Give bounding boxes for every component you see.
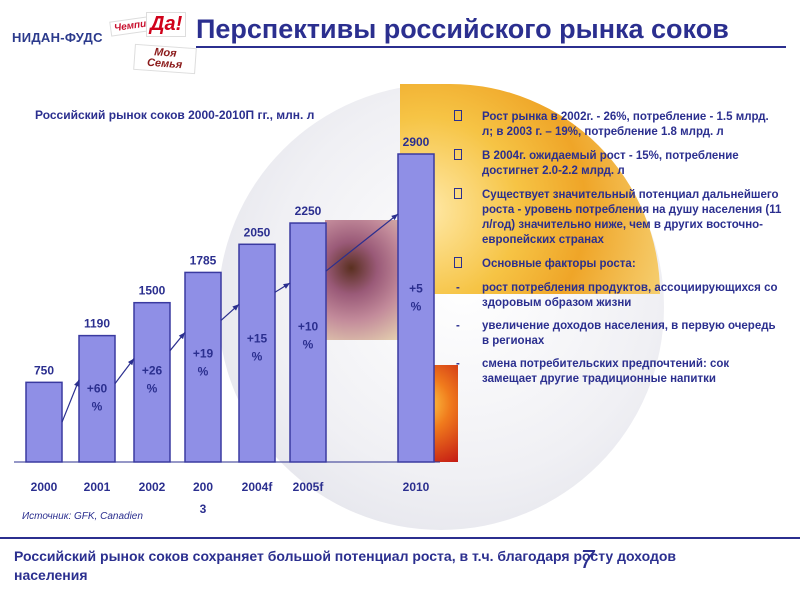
da-logo: Да! bbox=[146, 12, 187, 37]
growth-label-unit: % bbox=[198, 365, 209, 379]
growth-label-unit: % bbox=[411, 300, 422, 314]
bullet-marker bbox=[454, 110, 462, 121]
title-divider bbox=[196, 46, 786, 48]
page-title: Перспективы российского рынка соков bbox=[196, 14, 729, 44]
growth-arrow-head bbox=[283, 283, 290, 289]
bar-value-label: 1785 bbox=[190, 253, 217, 267]
growth-label: +15 bbox=[247, 331, 268, 345]
subbullet-text: смена потребительских предпочтений: сок … bbox=[482, 358, 730, 385]
growth-arrow-head bbox=[127, 358, 134, 366]
growth-label-unit: % bbox=[92, 399, 103, 413]
bullet-text: Рост рынка в 2002г. - 26%, потребление -… bbox=[482, 111, 769, 138]
bullet-text: Существует значительный потенциал дальне… bbox=[482, 189, 782, 246]
bar-value-label: 750 bbox=[34, 363, 54, 377]
bullet-item: Основные факторы роста: bbox=[452, 257, 782, 272]
x-tick-label: 2001 bbox=[84, 480, 111, 494]
subbullet-text: рост потребления продуктов, ассоциирующи… bbox=[482, 282, 778, 309]
chart-title: Российский рынок соков 2000-2010П гг., м… bbox=[35, 108, 315, 122]
footer-divider bbox=[0, 537, 800, 539]
growth-label: +10 bbox=[298, 320, 319, 334]
bullet-text: В 2004г. ожидаемый рост - 15%, потреблен… bbox=[482, 150, 739, 177]
bullet-marker bbox=[454, 257, 462, 268]
growth-arrow bbox=[325, 213, 399, 272]
bar-2003 bbox=[184, 271, 222, 463]
page-number: 7 bbox=[580, 544, 595, 574]
growth-label: +26 bbox=[142, 363, 163, 377]
bar-value-label: 1190 bbox=[84, 317, 110, 331]
bar-2004f bbox=[238, 243, 276, 463]
growth-label: +19 bbox=[193, 347, 214, 361]
brand-logos: НИДАН-ФУДС Чемпион Да! Моя Семья bbox=[6, 8, 197, 78]
x-tick-label: 2004f bbox=[242, 480, 274, 494]
x-tick-label: 200 bbox=[193, 480, 213, 494]
bullet-item: Рост рынка в 2002г. - 26%, потребление -… bbox=[452, 110, 782, 140]
subbullet-text: увеличение доходов населения, в первую о… bbox=[482, 320, 776, 347]
bullet-list: Рост рынка в 2002г. - 26%, потребление -… bbox=[452, 110, 782, 395]
x-tick-label-continuation: 3 bbox=[200, 502, 207, 516]
growth-arrow bbox=[61, 379, 80, 423]
bar-2000 bbox=[25, 381, 63, 463]
bar-2001 bbox=[78, 334, 116, 463]
bullet-text: Основные факторы роста: bbox=[482, 258, 636, 270]
growth-arrow-head bbox=[74, 379, 80, 387]
bullet-item: В 2004г. ожидаемый рост - 15%, потреблен… bbox=[452, 149, 782, 179]
growth-arrow-head bbox=[391, 214, 398, 221]
bar-value-label: 2050 bbox=[244, 225, 271, 239]
bullet-marker bbox=[454, 149, 462, 160]
x-tick-label: 2002 bbox=[139, 480, 166, 494]
growth-arrow-head bbox=[232, 304, 239, 311]
growth-label: +5 bbox=[409, 282, 423, 296]
bar-2005f bbox=[289, 222, 327, 463]
bar-value-label: 2900 bbox=[403, 135, 430, 149]
bar-value-label: 1500 bbox=[139, 284, 166, 298]
bar-2010 bbox=[397, 153, 435, 463]
growth-arrow-head bbox=[178, 332, 185, 340]
bullet-item: Существует значительный потенциал дальне… bbox=[452, 188, 782, 248]
footer-conclusion: Российский рынок соков сохраняет большой… bbox=[14, 548, 677, 583]
growth-label: +60 bbox=[87, 381, 108, 395]
subbullet-item: - рост потребления продуктов, ассоциирующ… bbox=[456, 282, 778, 309]
growth-label-unit: % bbox=[147, 381, 158, 395]
x-tick-label: 2005f bbox=[293, 480, 325, 494]
source-note: Источник: GFK, Canadien bbox=[22, 511, 143, 522]
peach-image bbox=[325, 220, 400, 340]
bar-value-label: 2250 bbox=[295, 204, 322, 218]
subbullet-item: - смена потребительских предпочтений: сок… bbox=[456, 358, 730, 385]
x-tick-label: 2000 bbox=[31, 480, 58, 494]
bar-2002 bbox=[133, 301, 171, 463]
subbullet-item: - увеличение доходов населения, в первую … bbox=[456, 320, 776, 347]
nidan-foods-logo: НИДАН-ФУДС bbox=[12, 30, 103, 45]
growth-label-unit: % bbox=[252, 349, 263, 363]
x-tick-label: 2010 bbox=[403, 480, 430, 494]
bullet-marker bbox=[454, 188, 462, 199]
growth-label-unit: % bbox=[303, 338, 314, 352]
